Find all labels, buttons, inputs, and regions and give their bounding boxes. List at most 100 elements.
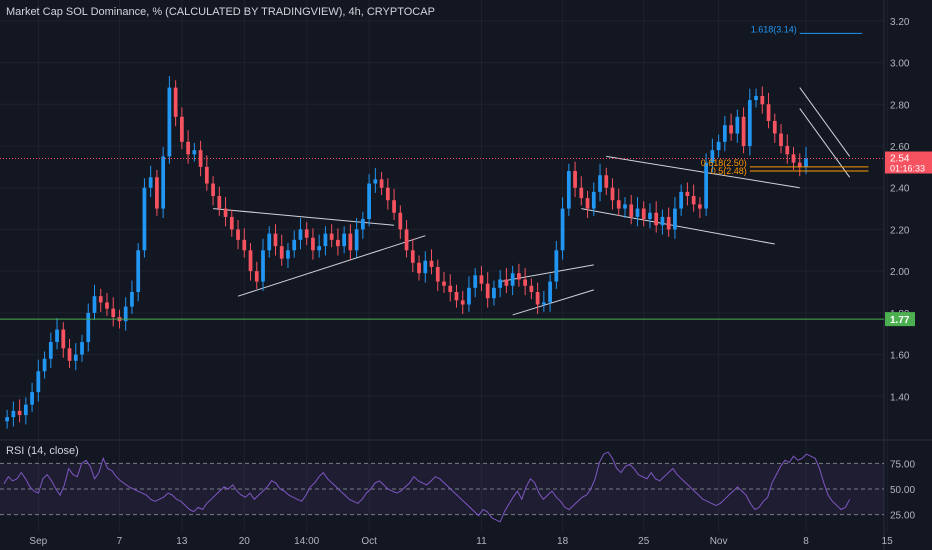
candle-body <box>623 204 627 209</box>
candle-body <box>173 87 178 117</box>
candle-body <box>766 104 771 121</box>
candle-body <box>73 354 78 361</box>
candle-body <box>211 183 215 197</box>
candle-body <box>373 179 378 184</box>
candle-body <box>167 87 172 157</box>
time-axis: Sep 7 13 20 14:00 Oct 11 18 25 Nov 8 15 <box>29 536 893 547</box>
trendline <box>799 87 851 157</box>
candle-body <box>304 229 309 238</box>
candle-body <box>17 410 22 416</box>
candle-body <box>467 287 471 305</box>
candle-body <box>517 273 521 280</box>
candle-body <box>616 200 621 209</box>
candle-body <box>479 275 484 284</box>
candle-body <box>772 120 777 134</box>
candle-body <box>392 200 396 213</box>
time-tick-label: Oct <box>361 536 377 547</box>
candle-body <box>23 404 28 416</box>
candle-body <box>591 191 596 209</box>
candle-body <box>136 250 141 292</box>
support-badge <box>885 312 915 327</box>
time-tick-label: 8 <box>803 536 809 547</box>
candle-body <box>573 171 577 188</box>
candles <box>5 76 808 429</box>
candle-body <box>30 392 34 405</box>
candle-body <box>148 177 153 188</box>
candle-body <box>311 237 315 251</box>
trendline <box>581 208 775 245</box>
rsi-pane: 75.00 50.00 25.00 <box>0 451 915 523</box>
candle-body <box>298 229 303 240</box>
candle-body <box>223 208 228 217</box>
price-tick-label: 3.00 <box>890 59 910 70</box>
candle-body <box>698 204 702 209</box>
candle-body <box>323 233 328 247</box>
candle-body <box>654 212 659 226</box>
time-tick-label: 20 <box>239 536 251 547</box>
candle-body <box>610 187 615 201</box>
time-tick-label: 25 <box>638 536 650 547</box>
candle-body <box>111 308 116 318</box>
fib-level-label: 0.618(2.50) <box>701 158 747 168</box>
candle-body <box>498 279 503 288</box>
candle-body <box>629 204 634 217</box>
candle-body <box>691 196 696 205</box>
candle-body <box>598 175 602 192</box>
candle-body <box>579 187 584 199</box>
candle-body <box>760 95 765 105</box>
candle-body <box>523 279 528 286</box>
support-label: 1.77 <box>890 315 910 326</box>
rsi-line <box>3 451 851 523</box>
candle-body <box>454 292 459 301</box>
trendline <box>799 108 851 178</box>
candle-body <box>36 371 41 393</box>
rsi-label: RSI (14, close) <box>6 445 79 457</box>
candle-body <box>98 296 103 303</box>
time-tick-label: 13 <box>176 536 188 547</box>
rsi-level-label: 25.00 <box>890 511 915 522</box>
candle-body <box>55 329 59 343</box>
price-tick-label: 2.20 <box>890 225 910 236</box>
fib-level-label: 1.618(3.14) <box>751 24 797 34</box>
candle-body <box>548 281 552 303</box>
price-tick-label: 2.00 <box>890 267 910 278</box>
candle-body <box>423 260 428 274</box>
candle-body <box>779 133 783 146</box>
current-price-badge <box>885 151 932 174</box>
candle-body <box>635 208 640 217</box>
candle-body <box>504 279 509 286</box>
candle-body <box>11 410 16 418</box>
candle-body <box>123 306 128 322</box>
time-tick-label: 18 <box>557 536 569 547</box>
time-tick-label: Sep <box>29 536 47 547</box>
price-tick-label: 2.60 <box>890 142 910 153</box>
candle-body <box>741 116 746 146</box>
current-price-label: 2.54 <box>890 154 910 165</box>
candle-body <box>367 183 371 219</box>
candle-body <box>492 287 496 299</box>
candle-body <box>254 271 259 282</box>
candle-body <box>541 302 546 305</box>
candle-body <box>180 116 184 142</box>
candle-body <box>435 266 440 282</box>
chart-title: Market Cap SOL Dominance, % (CALCULATED … <box>6 6 435 18</box>
candle-body <box>92 296 97 313</box>
candle-body <box>585 198 590 209</box>
candle-body <box>261 250 265 282</box>
candle-body <box>86 312 91 343</box>
price-axis: 3.203.002.802.602.402.202.001.801.601.40… <box>885 17 932 403</box>
candle-body <box>204 166 209 184</box>
time-tick-label: 15 <box>882 536 894 547</box>
candle-body <box>130 292 134 307</box>
price-tick-label: 2.80 <box>890 100 910 111</box>
candle-body <box>217 196 222 209</box>
candle-body <box>648 212 652 219</box>
candle-body <box>554 250 559 282</box>
candle-body <box>398 212 403 230</box>
candle-body <box>417 262 421 274</box>
price-tick-label: 2.40 <box>890 184 910 195</box>
candle-body <box>604 175 609 188</box>
candle-body <box>673 208 677 230</box>
